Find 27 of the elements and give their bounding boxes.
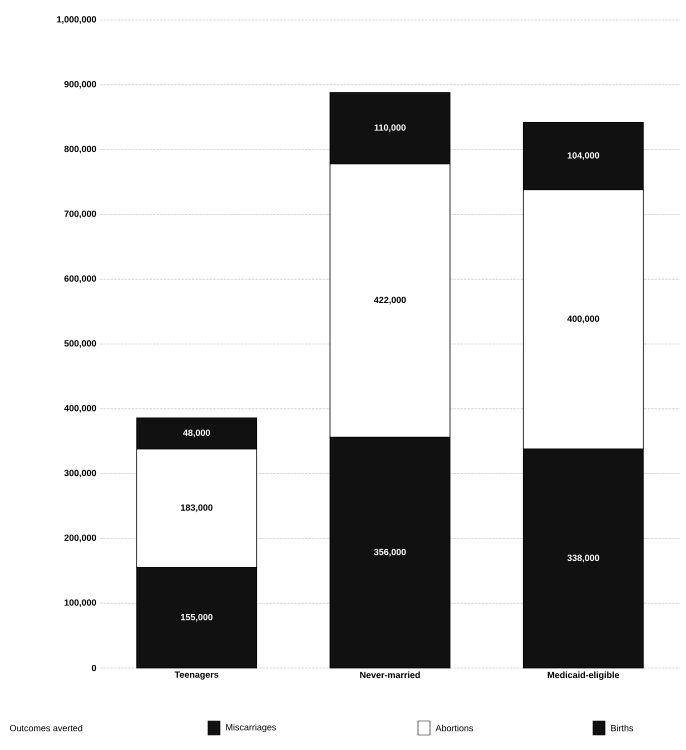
data-label: 104,000 xyxy=(568,152,600,160)
y-tick-label: 800,000 xyxy=(64,146,96,154)
x-tick-label: Never-married xyxy=(360,672,420,678)
x-tick-label: Medicaid-eligible xyxy=(548,672,620,680)
x-tick-label: Teenagers xyxy=(174,672,218,680)
y-tick-label: 1,000,000 xyxy=(57,16,96,24)
y-tick-label: 100,000 xyxy=(64,599,96,608)
data-label: 48,000 xyxy=(183,430,210,438)
y-tick-label: 600,000 xyxy=(64,275,96,284)
legend-label: Miscarriages xyxy=(226,724,276,732)
data-label: 338,000 xyxy=(567,554,600,562)
y-tick-label: 300,000 xyxy=(64,470,96,478)
y-tick-label: 900,000 xyxy=(64,80,96,89)
data-label: 183,000 xyxy=(181,504,213,512)
y-tick-label: 400,000 xyxy=(64,404,96,413)
legend-label: Abortions xyxy=(436,724,474,732)
data-label: 400,000 xyxy=(567,316,600,324)
y-tick-label: 700,000 xyxy=(64,210,96,218)
data-label: 356,000 xyxy=(374,548,406,556)
y-tick-label: 500,000 xyxy=(64,340,96,348)
data-label: 155,000 xyxy=(181,614,213,622)
data-label: 422,000 xyxy=(374,296,406,304)
data-label: 110,000 xyxy=(374,124,406,132)
y-tick-label: 0 xyxy=(92,664,96,672)
legend-label: Births xyxy=(611,724,634,732)
y-tick-label: 200,000 xyxy=(64,534,96,542)
legend-title: Outcomes averted xyxy=(10,724,82,732)
